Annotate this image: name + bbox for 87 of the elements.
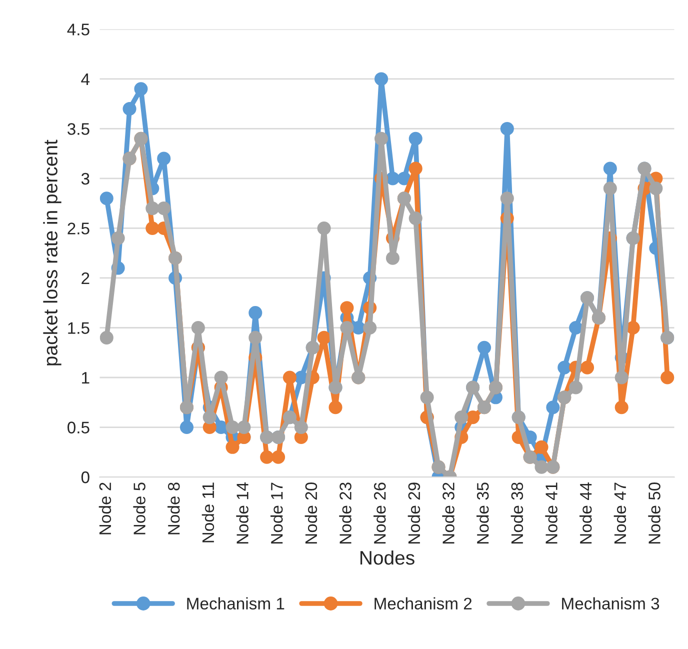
x-axis-title: Nodes: [360, 550, 414, 565]
point: [374, 132, 388, 146]
point: [603, 182, 617, 196]
y-tick-label: 0.5: [68, 422, 90, 434]
x-tick-label: Node 29: [408, 482, 420, 544]
y-tick-label: 3.5: [68, 123, 90, 135]
point: [374, 72, 388, 86]
point: [603, 162, 617, 176]
point: [100, 330, 114, 344]
point: [202, 410, 216, 424]
legend-label: Mechanism 3: [562, 597, 660, 610]
point: [157, 152, 171, 166]
point: [500, 122, 514, 136]
point: [237, 420, 251, 434]
point: [157, 202, 171, 216]
y-tick-label: 1.5: [68, 322, 90, 334]
y-tick-label: 2: [82, 272, 90, 284]
point: [626, 320, 640, 335]
point: [408, 132, 422, 146]
point: [111, 231, 125, 245]
point: [614, 400, 628, 414]
y-tick-label: 1: [82, 372, 90, 384]
x-tick-label: Node 5: [133, 482, 146, 534]
point: [649, 182, 663, 196]
point: [534, 440, 548, 454]
x-tick-label: Node 20: [304, 482, 318, 544]
point: [408, 162, 422, 176]
point: [134, 82, 148, 96]
point: [100, 192, 114, 206]
point: [340, 301, 354, 315]
x-tick-label: Node 44: [580, 482, 592, 544]
point: [180, 420, 194, 434]
point: [260, 450, 274, 464]
x-tick-label: Node 2: [98, 482, 112, 534]
x-tick-label: Node 38: [510, 482, 524, 544]
point: [363, 320, 377, 335]
point: [146, 202, 160, 216]
y-tick-label: 0: [81, 471, 90, 484]
x-tick-label: Node 35: [476, 482, 489, 544]
point: [614, 370, 628, 384]
x-tick-label: Node 32: [442, 482, 454, 544]
point: [282, 370, 296, 384]
y-axis-title: packet loss rate in percent: [43, 140, 62, 366]
point: [420, 390, 434, 404]
point: [408, 212, 422, 226]
point: [226, 420, 240, 434]
point: [558, 360, 572, 374]
x-tick-label: Node 17: [270, 482, 283, 544]
y-tick-label: 2.5: [68, 222, 90, 234]
point: [466, 410, 480, 424]
point: [191, 320, 205, 335]
point: [500, 192, 514, 206]
x-tick-label: Node 50: [648, 482, 660, 544]
point: [386, 251, 400, 265]
point: [397, 172, 411, 186]
point: [317, 221, 331, 235]
point: [248, 330, 262, 344]
point: [226, 440, 240, 454]
legend-label: Mechanism 1: [187, 597, 284, 610]
point: [328, 400, 342, 414]
point: [146, 221, 160, 235]
point: [294, 420, 308, 434]
x-tick-label: Node 8: [168, 482, 180, 534]
point: [248, 306, 262, 320]
x-tick-label: Node 47: [614, 482, 626, 544]
x-tick-label: Node 23: [339, 482, 352, 544]
point: [569, 320, 583, 335]
y-tick-label: 4: [81, 74, 90, 85]
legend-label: Mechanism 2: [374, 597, 472, 610]
point: [272, 450, 286, 464]
point: [317, 330, 331, 344]
point: [534, 460, 548, 474]
point: [478, 340, 492, 354]
point: [454, 410, 468, 424]
point: [214, 370, 228, 384]
point: [580, 360, 594, 374]
x-tick-label: Node 41: [545, 482, 558, 544]
point: [569, 380, 583, 394]
y-tick-label: 3: [81, 172, 90, 185]
x-tick-label: Node 11: [202, 482, 214, 542]
x-tick-label: Node 14: [236, 482, 248, 544]
y-tick-label: 4.5: [67, 24, 90, 36]
x-tick-label: Node 26: [374, 482, 386, 544]
point: [340, 320, 354, 335]
point: [660, 370, 674, 384]
point: [122, 102, 136, 116]
point: [546, 400, 560, 414]
